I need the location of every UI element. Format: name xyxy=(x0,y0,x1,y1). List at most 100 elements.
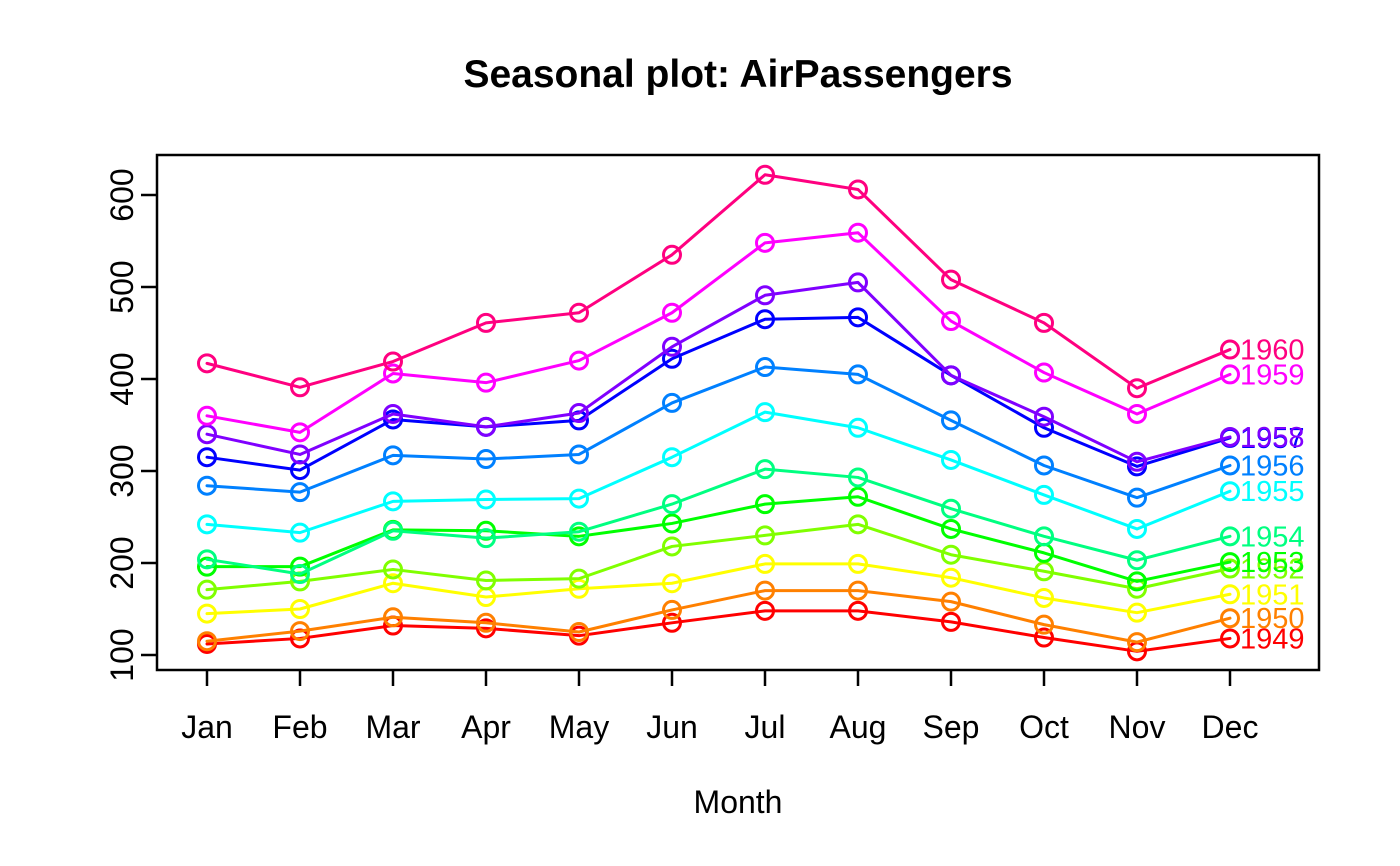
x-tick-label: Oct xyxy=(1019,709,1069,745)
series-line-1951 xyxy=(205,562,1232,616)
series-point-1949 xyxy=(662,612,682,633)
series-point-1950 xyxy=(383,607,403,628)
series-line-1949 xyxy=(205,609,1232,653)
year-label-1953: 1953 xyxy=(1240,547,1305,579)
series-point-1954 xyxy=(476,528,496,549)
x-tick-label: Jan xyxy=(181,709,233,745)
y-tick-label: 300 xyxy=(104,444,140,497)
series-point-1958 xyxy=(755,285,775,306)
series-point-1949 xyxy=(848,600,868,621)
series-point-1952 xyxy=(569,568,589,589)
chart-title: Seasonal plot: AirPassengers xyxy=(463,53,1013,96)
year-label-1954: 1954 xyxy=(1240,521,1305,553)
series-point-1960 xyxy=(848,179,868,200)
series-point-1957 xyxy=(755,309,775,330)
series-line-1957 xyxy=(205,315,1232,472)
series-point-1955 xyxy=(569,488,589,509)
year-label-1950: 1950 xyxy=(1240,603,1305,635)
series-point-1959 xyxy=(755,232,775,253)
series-point-1956 xyxy=(662,392,682,413)
y-tick-label: 500 xyxy=(104,260,140,313)
series-point-1957 xyxy=(1034,417,1054,438)
series-point-1954 xyxy=(290,564,310,585)
series-point-1956 xyxy=(1220,455,1240,476)
series-point-1954 xyxy=(848,467,868,488)
series-point-1952 xyxy=(662,536,682,557)
series-point-1950 xyxy=(662,599,682,620)
year-label-1958: 1958 xyxy=(1240,422,1305,454)
series-line-1958 xyxy=(205,280,1232,464)
series-point-1959 xyxy=(383,363,403,384)
series-point-1956 xyxy=(941,410,961,431)
series-point-1952 xyxy=(383,559,403,580)
series-point-1960 xyxy=(1220,339,1240,360)
series-point-1960 xyxy=(383,351,403,372)
series-point-1959 xyxy=(1127,403,1147,424)
plot-box xyxy=(155,153,1321,672)
series-point-1950 xyxy=(941,591,961,612)
series-point-1960 xyxy=(941,269,961,290)
year-label-1960: 1960 xyxy=(1240,335,1305,367)
series-point-1958 xyxy=(476,416,496,437)
series-point-1951 xyxy=(290,599,310,619)
year-label-1949: 1949 xyxy=(1240,623,1305,655)
x-tick-label: Nov xyxy=(1109,709,1166,745)
series-point-1952 xyxy=(755,525,775,546)
series-point-1954 xyxy=(941,498,961,519)
series-point-1958 xyxy=(941,365,961,386)
x-tick-label: Dec xyxy=(1202,709,1259,745)
series-point-1949 xyxy=(1220,628,1240,649)
series-point-1950 xyxy=(290,621,310,642)
series-point-1957 xyxy=(662,348,682,369)
series-point-1955 xyxy=(755,402,775,423)
y-tick-label: 100 xyxy=(104,628,140,681)
series-line-1953 xyxy=(205,495,1232,583)
x-tick-label: Feb xyxy=(272,709,327,745)
series-point-1960 xyxy=(662,244,682,265)
series-point-1954 xyxy=(755,459,775,480)
series-point-1956 xyxy=(1127,487,1147,508)
year-label-1959: 1959 xyxy=(1240,359,1305,391)
series-point-1959 xyxy=(662,302,682,323)
series-point-1957 xyxy=(383,409,403,430)
series-point-1955 xyxy=(383,491,403,512)
year-label-1957: 1957 xyxy=(1240,423,1305,455)
series-point-1959 xyxy=(569,350,589,371)
series-point-1958 xyxy=(569,403,589,424)
series-point-1958 xyxy=(290,444,310,465)
series-point-1950 xyxy=(197,631,217,652)
series-point-1952 xyxy=(941,544,961,565)
series-line-1959 xyxy=(205,231,1232,434)
series-point-1960 xyxy=(476,312,496,333)
series-point-1958 xyxy=(848,272,868,293)
series-point-1952 xyxy=(476,570,496,591)
series-point-1951 xyxy=(1034,587,1054,608)
series-point-1951 xyxy=(569,578,589,599)
series-point-1950 xyxy=(476,612,496,633)
series-point-1960 xyxy=(1034,312,1054,333)
x-tick-label: Mar xyxy=(365,709,420,745)
y-tick-label: 600 xyxy=(104,168,140,221)
series-point-1958 xyxy=(1034,406,1054,427)
series-line-1950 xyxy=(205,589,1232,644)
series-point-1949 xyxy=(941,611,961,632)
series-point-1951 xyxy=(383,573,403,594)
year-label-1956: 1956 xyxy=(1240,450,1305,482)
series-point-1955 xyxy=(1034,484,1054,505)
series-line-1960 xyxy=(205,173,1232,390)
series-point-1958 xyxy=(1127,451,1147,472)
series-point-1951 xyxy=(1127,602,1147,623)
series-point-1956 xyxy=(383,445,403,466)
x-tick-label: Jun xyxy=(646,709,698,745)
series-point-1959 xyxy=(1034,362,1054,383)
series-point-1954 xyxy=(1220,526,1240,547)
year-label-1955: 1955 xyxy=(1240,476,1305,508)
series-point-1951 xyxy=(662,573,682,594)
series-point-1956 xyxy=(476,449,496,470)
series-point-1952 xyxy=(848,514,868,535)
series-point-1951 xyxy=(848,553,868,574)
series-point-1951 xyxy=(941,567,961,588)
series-point-1955 xyxy=(941,449,961,470)
